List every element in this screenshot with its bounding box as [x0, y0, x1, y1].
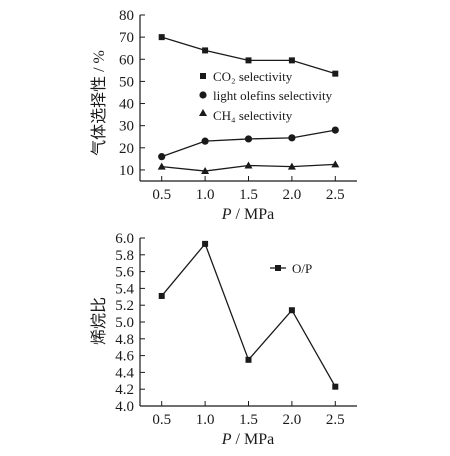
- y-tick-label: 40: [119, 97, 134, 113]
- y-tick-label: 20: [119, 141, 134, 157]
- y-tick-label: 4.6: [115, 349, 134, 365]
- data-point-square: [332, 70, 339, 77]
- series-1: [158, 34, 339, 77]
- x-tick-label: 2.5: [326, 412, 345, 428]
- data-point-square: [288, 57, 295, 64]
- x-axis-title: P / MPa: [221, 206, 274, 223]
- series-2: [158, 126, 339, 161]
- legend: O/P: [270, 261, 312, 276]
- series-3: [157, 160, 340, 175]
- x-tick-label: 0.5: [152, 412, 171, 428]
- y-tick-label: 5.6: [115, 265, 134, 281]
- x-tick-label: 2.5: [326, 187, 345, 203]
- y-tick-label: 70: [119, 30, 134, 46]
- y-tick-label: 10: [119, 163, 134, 179]
- legend-label: CH₄ selectivity: [213, 108, 293, 123]
- data-point-square: [332, 383, 339, 390]
- data-point-circle: [331, 126, 339, 134]
- data-point-square: [158, 292, 165, 299]
- legend-item-co2: CO₂ selectivity: [200, 69, 293, 84]
- x-tick-label: 1.5: [239, 187, 258, 203]
- data-point-square: [202, 47, 209, 54]
- chart-olefin-paraffin-ratio: 4.04.24.44.64.85.05.25.45.65.86.0 0.5 1.0…: [90, 231, 357, 448]
- series-1: [158, 240, 339, 390]
- x-ticks: 0.5 1.0 1.5 2.0 2.5: [152, 401, 345, 428]
- x-axis-unit: / MPa: [232, 206, 275, 223]
- data-point-circle: [201, 137, 209, 145]
- chart-gas-selectivity: 10 20 30 40 50 60 70 80 0.5 1.0 1.5 2.0 2.5 CO₂ sel…: [90, 8, 357, 223]
- y-axis-title: 烯烷比: [90, 297, 108, 345]
- y-tick-label: 80: [119, 8, 134, 24]
- y-tick-label: 60: [119, 52, 134, 68]
- x-tick-label: 1.0: [196, 412, 215, 428]
- x-tick-label: 2.0: [283, 412, 302, 428]
- legend-label: light olefins selectivity: [213, 88, 333, 103]
- legend-marker-square: [200, 73, 206, 79]
- x-tick-label: 1.5: [239, 412, 258, 428]
- legend-marker-circle: [199, 91, 207, 99]
- data-point-square: [288, 307, 295, 314]
- legend-item-ch4: CH₄ selectivity: [199, 108, 293, 123]
- axes: [139, 238, 357, 407]
- y-ticks: 4.04.24.44.64.85.05.25.45.65.86.0: [115, 231, 145, 415]
- legend-label: O/P: [292, 261, 312, 276]
- x-axis-variable: P: [221, 206, 232, 223]
- y-tick-label: 50: [119, 74, 134, 90]
- y-tick-label: 4.8: [115, 332, 134, 348]
- x-ticks: 0.5 1.0 1.5 2.0 2.5: [152, 176, 345, 203]
- legend-marker-triangle: [199, 109, 207, 116]
- x-tick-label: 0.5: [152, 187, 171, 203]
- legend-item-light-olefins: light olefins selectivity: [199, 88, 333, 103]
- legend: CO₂ selectivity light olefins selectivit…: [199, 69, 333, 123]
- x-axis-variable: P: [221, 431, 232, 448]
- y-tick-label: 5.4: [115, 281, 134, 297]
- y-ticks: 10 20 30 40 50 60 70 80: [119, 8, 145, 179]
- y-tick-label: 5.2: [115, 298, 134, 314]
- data-point-square: [202, 240, 209, 247]
- x-axis-unit: / MPa: [232, 431, 275, 448]
- data-point-square: [245, 356, 252, 363]
- y-tick-label: 6.0: [115, 231, 134, 247]
- y-tick-label: 4.0: [115, 399, 134, 415]
- x-axis-title: P / MPa: [221, 431, 274, 448]
- data-point-triangle: [331, 160, 340, 168]
- series-line: [161, 129, 336, 158]
- y-tick-label: 4.2: [115, 382, 134, 398]
- y-axis-title: 气体选择性 / %: [90, 50, 108, 156]
- series-group: [158, 240, 339, 390]
- data-point-triangle: [157, 162, 166, 170]
- series-group: [157, 34, 340, 175]
- y-tick-label: 5.0: [115, 315, 134, 331]
- data-point-circle: [158, 153, 166, 161]
- data-point-triangle: [287, 162, 296, 170]
- x-tick-label: 2.0: [283, 187, 302, 203]
- x-tick-label: 1.0: [196, 187, 215, 203]
- y-tick-label: 4.4: [115, 365, 134, 381]
- y-tick-label: 30: [119, 119, 134, 135]
- data-point-circle: [244, 135, 253, 143]
- legend-marker-square: [275, 265, 281, 271]
- legend-label: CO₂ selectivity: [213, 69, 293, 84]
- data-point-square: [158, 34, 165, 41]
- data-point-circle: [288, 134, 296, 142]
- data-point-triangle: [244, 161, 253, 169]
- data-point-triangle: [201, 167, 210, 175]
- data-point-square: [245, 57, 252, 64]
- y-tick-label: 5.8: [115, 248, 134, 264]
